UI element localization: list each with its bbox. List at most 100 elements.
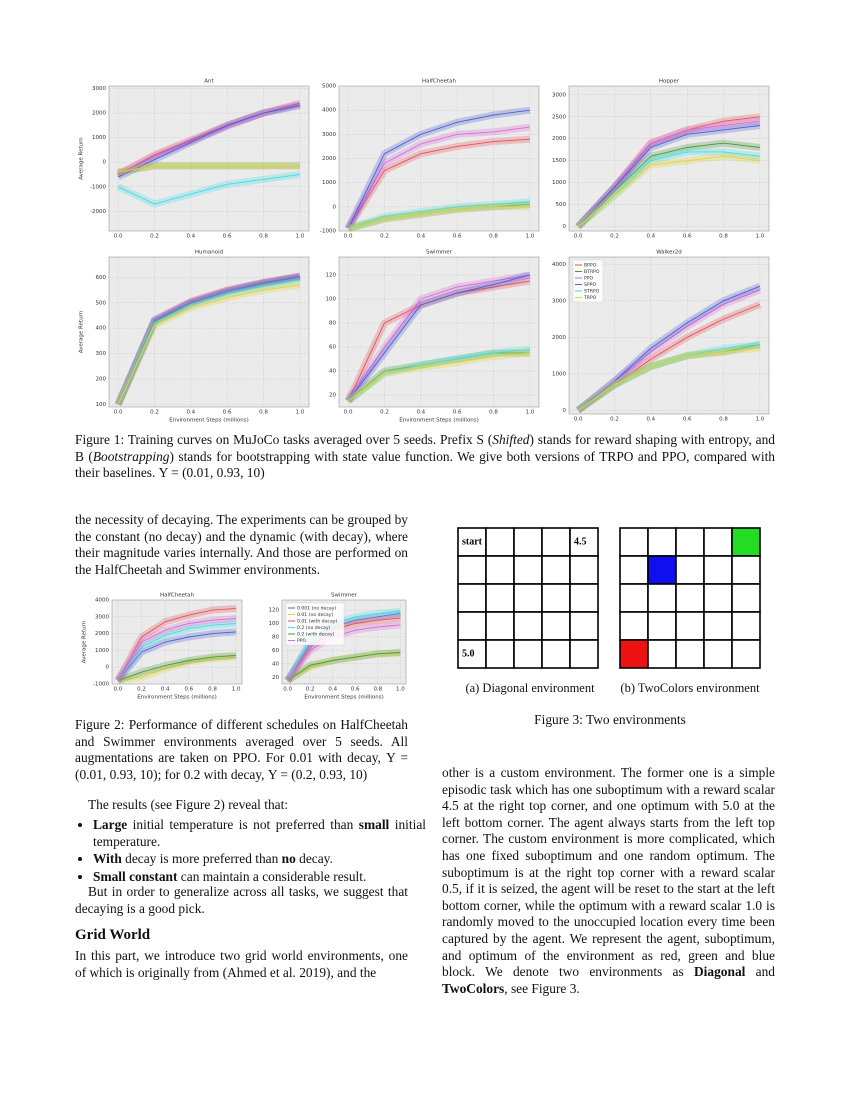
- grid-cell: [647, 639, 677, 669]
- x-tick-label: 1.0: [296, 234, 305, 240]
- emphasis: Diagonal: [694, 964, 746, 980]
- x-tick-label: 0.6: [223, 234, 232, 240]
- emphasis: Large: [93, 817, 128, 832]
- chart-title: Hopper: [659, 79, 680, 85]
- y-tick-label: 1000: [552, 180, 566, 186]
- x-tick-label: 0.2: [380, 410, 389, 416]
- x-tick-label: 0.0: [574, 417, 583, 423]
- chart-title: Walker2d: [656, 250, 682, 256]
- chart: Humanoid Environment Steps (millions) Aver…: [79, 250, 310, 424]
- y-tick-label: 4000: [95, 598, 109, 604]
- chart: Swimmer Environment Steps (millions) 20 40 6…: [326, 250, 540, 424]
- x-tick-label: 1.0: [756, 417, 765, 423]
- grid-cell: [485, 527, 515, 557]
- x-tick-label: 0.4: [646, 234, 655, 240]
- y-tick-label: 3000: [95, 614, 109, 620]
- subcaption: (b) TwoColors environment: [620, 681, 760, 695]
- x-tick-label: 0.0: [574, 234, 583, 240]
- y-tick-label: 2500: [552, 114, 566, 120]
- y-tick-label: 0: [103, 160, 107, 166]
- y-tick-label: 3000: [92, 86, 106, 92]
- plot-area: [338, 256, 540, 408]
- emphasis: Bootstrapping: [92, 448, 170, 464]
- chart-title: Swimmer: [331, 593, 358, 599]
- legend-label: 0.01 (with decay): [297, 619, 337, 625]
- x-tick-label: 0.0: [114, 410, 123, 416]
- text: ) stands for reward shaping with entropy…: [75, 432, 775, 464]
- bullet: Large initial temperature is not preferr…: [93, 817, 426, 850]
- y-tick-label: 60: [272, 648, 279, 654]
- plot-area: [568, 85, 770, 232]
- chart: Ant Average Return -2000 -1000 0 1000 2000 3000…: [79, 79, 310, 240]
- x-axis-label: Environment Steps (millions): [399, 418, 478, 424]
- y-tick-label: 0: [333, 204, 337, 210]
- y-tick-label: 80: [272, 634, 279, 640]
- y-tick-label: 3000: [322, 132, 336, 138]
- bullet: Small constant can maintain a considerab…: [93, 869, 426, 886]
- y-axis-label: Average Return: [79, 310, 85, 353]
- grid-cell: [485, 583, 515, 613]
- grid-cell: [703, 555, 733, 585]
- legend-label: TRPO: [583, 295, 597, 301]
- x-tick-label: 0.0: [283, 687, 292, 693]
- x-tick-label: 0.6: [453, 234, 462, 240]
- y-tick-label: 100: [326, 297, 337, 303]
- grid-cell: [541, 555, 571, 585]
- y-tick-label: 3000: [552, 92, 566, 98]
- legend-label: PPO: [297, 638, 307, 644]
- y-tick-label: 0: [563, 408, 567, 414]
- chart-title: Ant: [204, 79, 214, 85]
- emphasis: small: [358, 817, 390, 832]
- grid-cell: [619, 555, 649, 585]
- y-tick-label: 120: [269, 608, 280, 614]
- chart: Hopper 0 500 1000 1500 2000 2500 3000 0.0 0.2 0.4 0…: [552, 79, 770, 240]
- grid-cell: [541, 611, 571, 641]
- y-tick-label: 0: [106, 665, 110, 671]
- y-tick-label: -1000: [90, 184, 106, 190]
- legend-label: BPPO: [584, 263, 597, 269]
- x-axis-label: Environment Steps (millions): [169, 418, 248, 424]
- x-tick-label: 1.0: [756, 234, 765, 240]
- y-axis-label: Average Return: [79, 137, 85, 180]
- series-line: [117, 654, 237, 682]
- y-tick-label: 200: [96, 377, 107, 383]
- grid-twocolors: [619, 527, 761, 669]
- legend-label: PPO: [584, 276, 594, 282]
- series-line: [117, 174, 300, 205]
- x-tick-label: 1.0: [296, 410, 305, 416]
- grid-cell: [569, 555, 599, 585]
- grid-cell: [619, 583, 649, 613]
- grid-cell: [703, 583, 733, 613]
- x-tick-label: 0.4: [416, 234, 425, 240]
- y-axis-label: Average Return: [82, 620, 88, 663]
- cell-label: 4.5: [574, 536, 587, 547]
- grid-cell: [647, 555, 677, 585]
- y-tick-label: -1000: [320, 229, 336, 235]
- text: other is a custom environment. The forme…: [442, 765, 775, 980]
- x-tick-label: 0.8: [259, 234, 268, 240]
- x-tick-label: 0.2: [137, 687, 146, 693]
- figure2-caption: Figure 2: Performance of different sched…: [75, 717, 408, 782]
- grid-cell: [569, 527, 599, 557]
- x-tick-label: 1.0: [396, 687, 405, 693]
- text: Figure 1: Training curves on MuJoCo task…: [75, 432, 493, 447]
- x-tick-label: 0.6: [184, 687, 193, 693]
- x-axis-label: Environment Steps (millions): [304, 695, 383, 701]
- x-tick-label: 0.6: [683, 234, 692, 240]
- grid-cell: [513, 527, 543, 557]
- figure3-caption: Figure 3: Two environments: [534, 712, 686, 727]
- series-line: [117, 279, 300, 405]
- text: decay.: [295, 851, 333, 867]
- y-tick-label: 80: [329, 321, 336, 327]
- y-tick-label: 500: [96, 300, 107, 306]
- x-tick-label: 0.8: [259, 410, 268, 416]
- x-tick-label: 0.2: [150, 234, 159, 240]
- series-line: [117, 623, 237, 681]
- x-tick-label: 0.4: [186, 234, 195, 240]
- legend-label: SPPO: [584, 282, 596, 288]
- text: can maintain a considerable result.: [177, 868, 367, 884]
- y-tick-label: -1000: [93, 682, 109, 688]
- grid-cell: [485, 639, 515, 669]
- series-line: [118, 165, 300, 173]
- y-tick-label: 1000: [322, 180, 336, 186]
